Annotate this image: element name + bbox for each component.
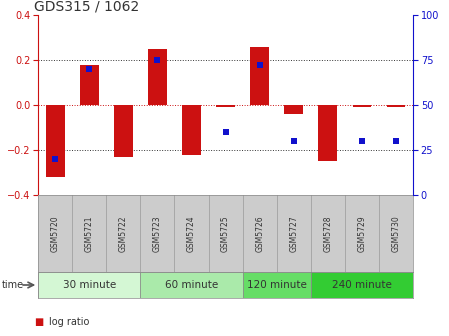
- Text: GSM5725: GSM5725: [221, 215, 230, 252]
- Text: time: time: [2, 280, 24, 290]
- Bar: [251, 47, 269, 105]
- Text: ■: ■: [34, 317, 43, 327]
- Bar: [46, 105, 65, 177]
- Bar: [311, 272, 413, 298]
- Text: GSM5721: GSM5721: [85, 215, 94, 252]
- Bar: [80, 65, 99, 105]
- Bar: [182, 105, 201, 155]
- Bar: [141, 272, 242, 298]
- Text: GSM5723: GSM5723: [153, 215, 162, 252]
- Text: 240 minute: 240 minute: [332, 280, 392, 290]
- Text: GSM5727: GSM5727: [289, 215, 298, 252]
- Bar: [387, 105, 405, 107]
- Bar: [38, 272, 141, 298]
- Text: GSM5720: GSM5720: [51, 215, 60, 252]
- Text: 30 minute: 30 minute: [63, 280, 116, 290]
- Text: GDS315 / 1062: GDS315 / 1062: [34, 0, 139, 13]
- Text: GSM5730: GSM5730: [392, 215, 401, 252]
- Bar: [216, 105, 235, 107]
- Bar: [148, 49, 167, 105]
- Bar: [114, 105, 133, 157]
- Text: 120 minute: 120 minute: [247, 280, 307, 290]
- Text: GSM5728: GSM5728: [323, 215, 332, 252]
- Bar: [284, 105, 303, 114]
- Bar: [318, 105, 337, 161]
- Bar: [352, 105, 371, 107]
- Text: log ratio: log ratio: [49, 317, 90, 327]
- Text: GSM5722: GSM5722: [119, 215, 128, 252]
- Text: GSM5724: GSM5724: [187, 215, 196, 252]
- Text: GSM5729: GSM5729: [357, 215, 366, 252]
- Bar: [242, 272, 311, 298]
- Text: 60 minute: 60 minute: [165, 280, 218, 290]
- Text: GSM5726: GSM5726: [255, 215, 264, 252]
